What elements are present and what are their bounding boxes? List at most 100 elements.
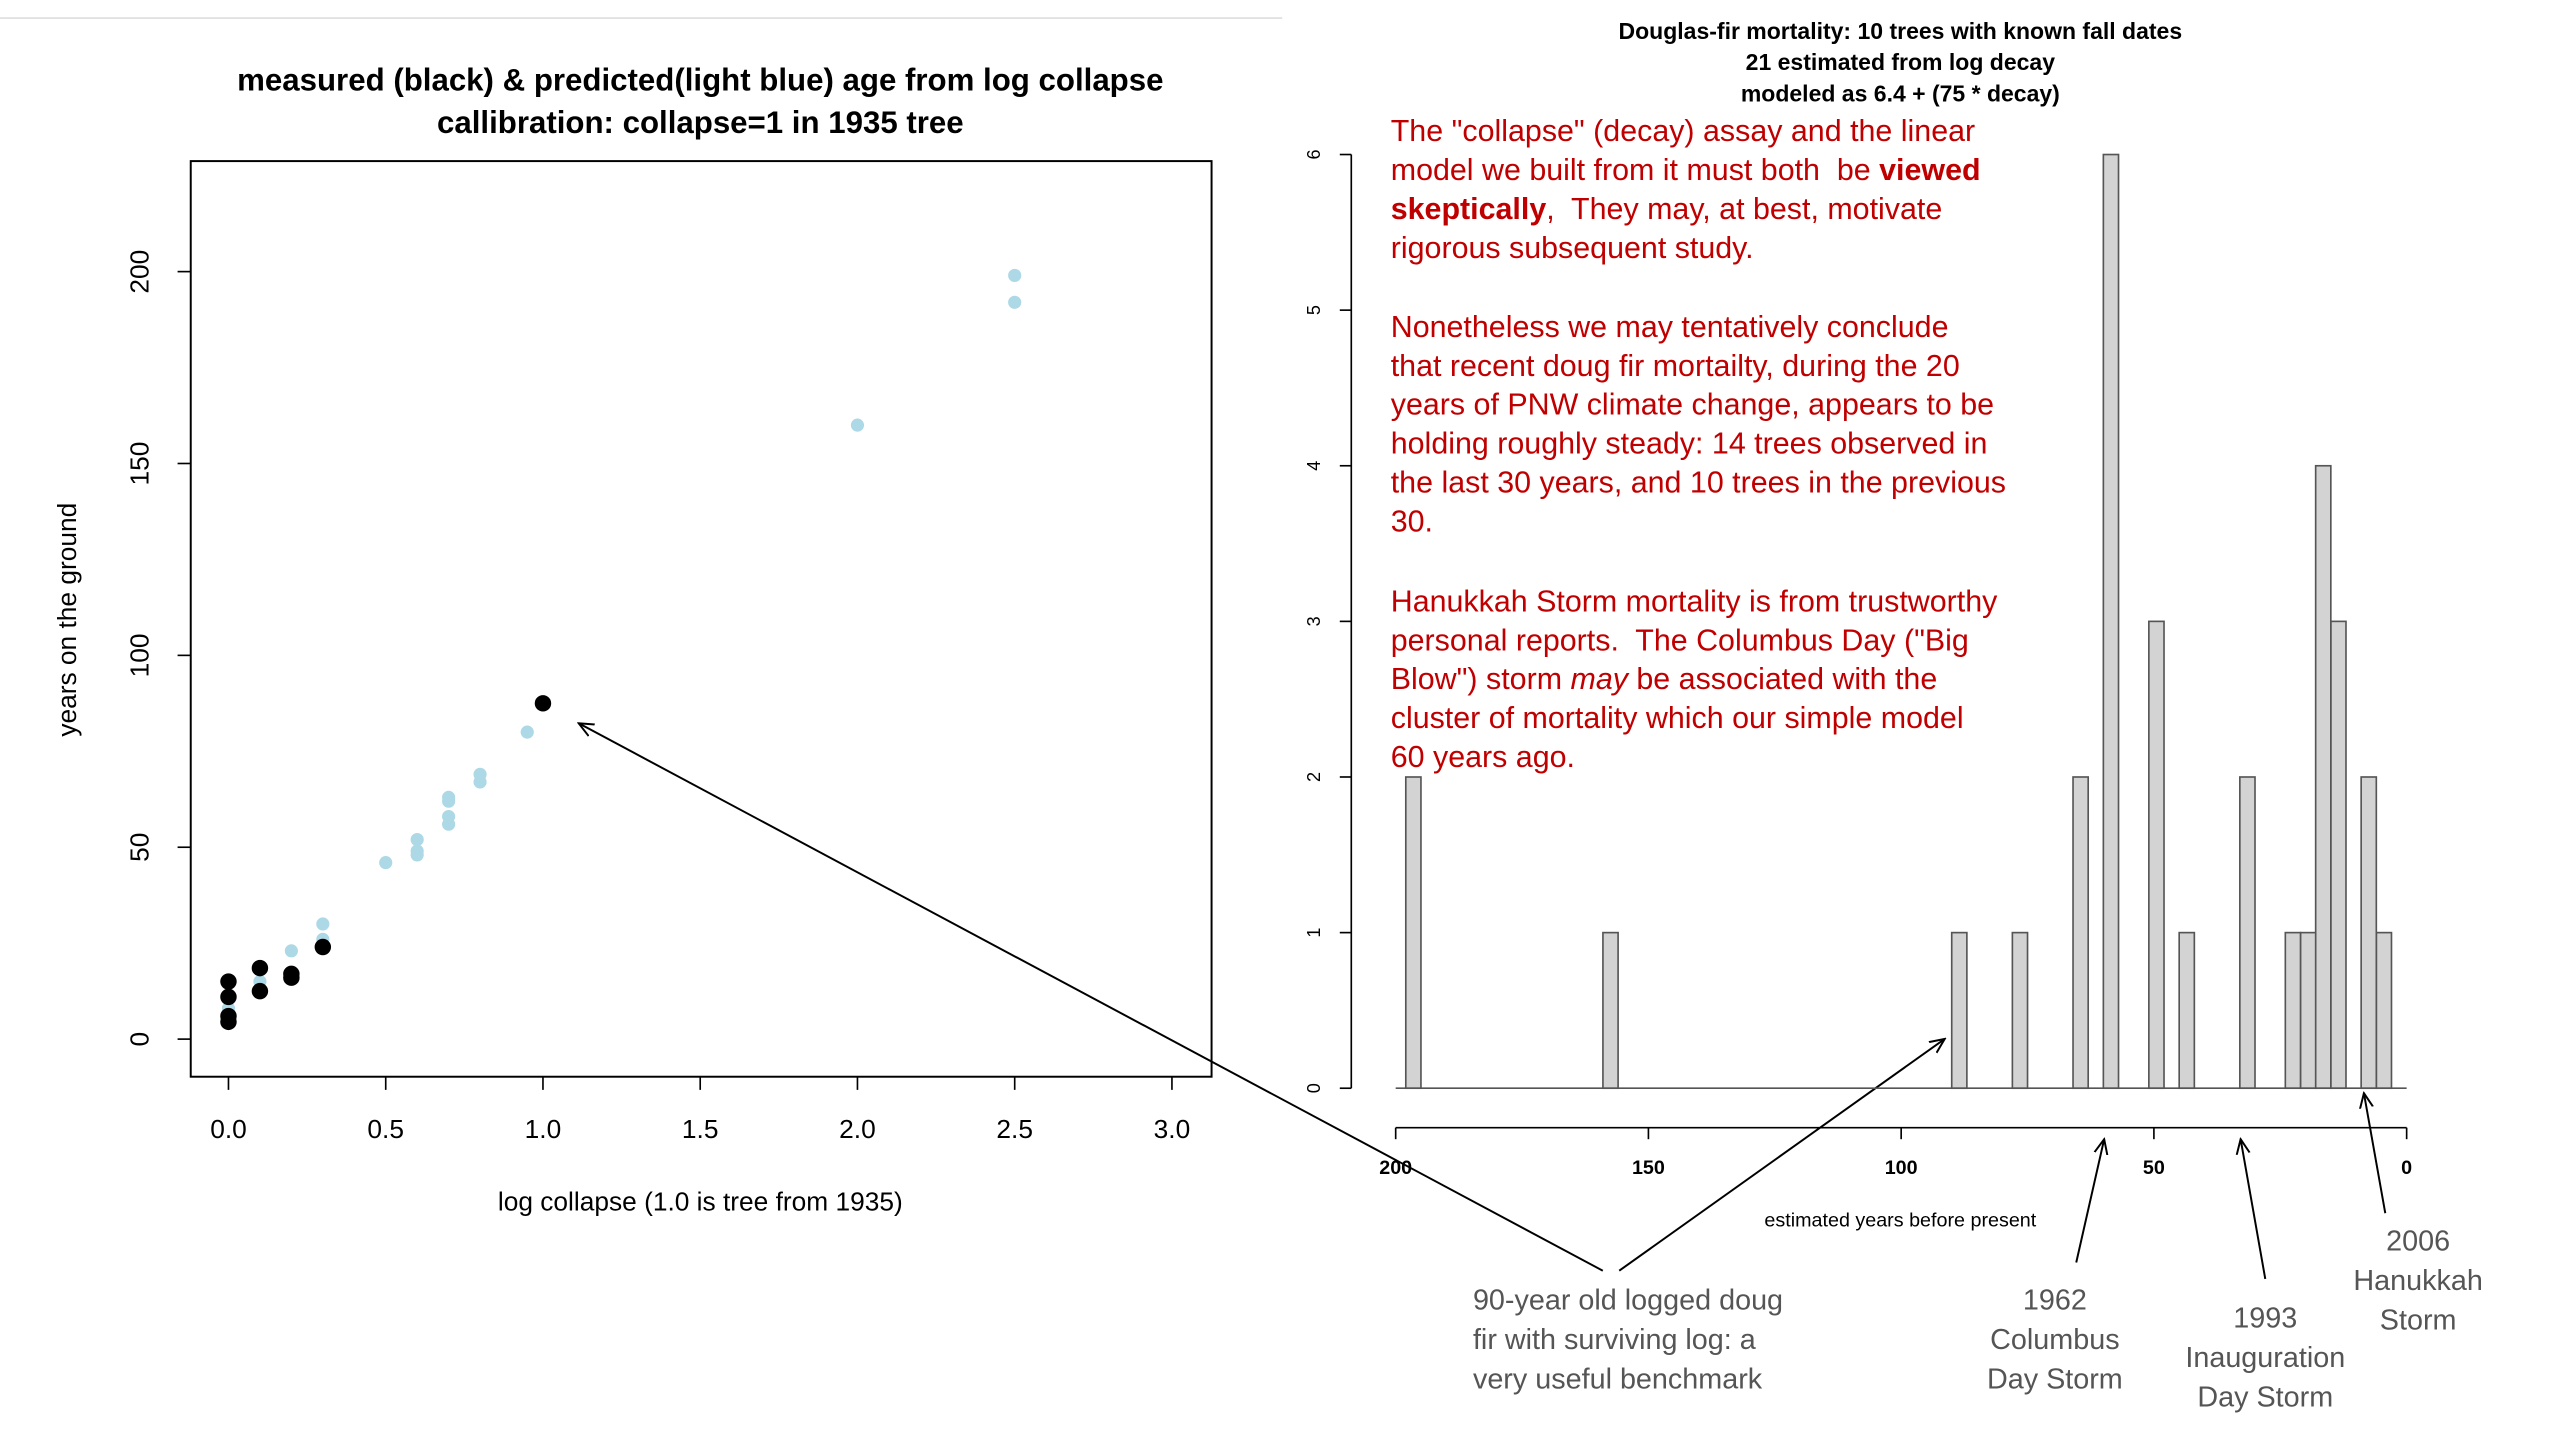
y-tick-label: 6	[1304, 149, 1324, 159]
chart-title: modeled as 6.4 + (75 * decay)	[1741, 80, 2060, 106]
annotation-segment: , They may, at best, motivate	[1546, 192, 1942, 226]
x-tick-label: 0	[2401, 1157, 2412, 1179]
data-point	[220, 988, 237, 1006]
annotation-line: very useful benchmark	[1473, 1363, 1763, 1395]
arrow	[1618, 1039, 1944, 1272]
histogram-bar	[2360, 776, 2378, 1090]
x-tick-label: 2.5	[996, 1114, 1033, 1144]
histogram-bar	[1602, 931, 1619, 1090]
annotation-line: Inauguration	[2185, 1342, 2345, 1374]
arrow	[2364, 1093, 2387, 1214]
data-point	[220, 1007, 237, 1025]
chart-title: measured (black) & predicted(light blue)…	[237, 62, 1163, 97]
annotation-line: years of PNW climate change, appears to …	[1391, 388, 1994, 422]
data-point	[410, 844, 424, 858]
y-tick-label: 2	[1304, 772, 1324, 782]
data-point	[220, 973, 237, 990]
annotation-segment: may	[1570, 662, 1629, 696]
data-point	[314, 938, 332, 956]
histogram-bar	[2284, 931, 2302, 1090]
annotation-line: Columbus	[1990, 1324, 2119, 1356]
chart-title: callibration: collapse=1 in 1935 tree	[437, 105, 964, 140]
data-point	[442, 809, 456, 824]
y-axis-label: years on the ground	[52, 503, 82, 737]
data-point	[251, 982, 269, 1000]
histogram-bar	[2011, 931, 2029, 1090]
x-tick-label: 150	[1632, 1157, 1665, 1179]
histogram-bar	[2299, 931, 2317, 1090]
histogram-bar	[2239, 776, 2256, 1090]
annotation-line: model we built from it must both be view…	[1391, 153, 1981, 187]
arrow	[579, 723, 1604, 1272]
annotation-line: The "collapse" (decay) assay and the lin…	[1391, 114, 1975, 148]
x-tick-label: 1.0	[525, 1114, 562, 1144]
data-point	[850, 418, 865, 432]
annotation-line: 2006	[2386, 1225, 2450, 1257]
x-tick-label: 2.0	[839, 1114, 876, 1144]
annotation-line: holding roughly steady: 14 trees observe…	[1391, 427, 1988, 461]
x-tick-label: 3.0	[1154, 1114, 1191, 1144]
histogram-bar	[2072, 776, 2090, 1090]
annotation-line: Blow") storm may be associated with the	[1391, 662, 1938, 696]
y-tick-label: 200	[124, 250, 154, 294]
annotation-line: 30.	[1391, 505, 1433, 539]
y-tick-label: 3	[1304, 616, 1324, 626]
annotation-line: cluster of mortality which our simple mo…	[1391, 701, 1964, 735]
annotation-line: 1962	[2023, 1285, 2087, 1317]
data-point	[520, 725, 534, 739]
x-tick-label: 1.5	[682, 1114, 719, 1144]
y-tick-label: 4	[1304, 461, 1324, 471]
y-tick-label: 1	[1304, 928, 1324, 938]
annotation-line: 1993	[2233, 1303, 2297, 1335]
arrows	[579, 723, 2387, 1280]
x-tick-label: 200	[1379, 1157, 1412, 1179]
x-tick-label: 50	[2143, 1157, 2165, 1179]
data-point	[251, 959, 269, 977]
histogram-bar	[2102, 153, 2120, 1090]
annotation-line: personal reports. The Columbus Day ("Big	[1391, 623, 1969, 657]
histogram-bar	[2375, 931, 2393, 1090]
annotation-line: rigorous subsequent study.	[1391, 231, 1754, 265]
annotation-segment: be associated with the	[1628, 662, 1937, 696]
annotation-line: fir with surviving log: a	[1473, 1324, 1756, 1356]
annotation-line: that recent doug fir mortailty, during t…	[1391, 349, 1960, 383]
data-point	[442, 790, 456, 804]
annotation-segment: model we built from it must both be	[1391, 153, 1879, 187]
plot-frame	[189, 160, 1213, 1078]
histogram-bar	[1950, 931, 1968, 1090]
data-point	[534, 695, 552, 712]
data-point	[379, 856, 393, 870]
x-tick-label: 0.0	[210, 1114, 247, 1144]
data-point	[284, 944, 298, 958]
data-point	[316, 917, 330, 931]
data-point	[473, 767, 487, 781]
x-axis-label: estimated years before present	[1764, 1210, 2036, 1232]
arrow	[2241, 1139, 2267, 1280]
histogram-bar	[2330, 620, 2347, 1090]
y-tick-label: 5	[1304, 305, 1324, 315]
x-tick-label: 100	[1885, 1157, 1918, 1179]
histogram-bar	[1404, 776, 1422, 1090]
annotation-line: skeptically, They may, at best, motivate	[1391, 192, 1943, 226]
annotation-line: 90-year old logged doug	[1473, 1285, 1783, 1317]
data-point	[283, 965, 300, 983]
chart-title: Douglas-fir mortality: 10 trees with kno…	[1619, 18, 2183, 44]
annotation-line: Day Storm	[2197, 1382, 2333, 1414]
histogram-bar	[2148, 620, 2165, 1090]
data-point	[1008, 268, 1022, 283]
y-tick-label: 0	[124, 1032, 154, 1047]
annotation-line: Hanukkah	[2353, 1265, 2482, 1297]
annotation-line: Nonetheless we may tentatively conclude	[1391, 310, 1949, 344]
annotation-line: the last 30 years, and 10 trees in the p…	[1391, 466, 2006, 500]
arrow	[2075, 1139, 2104, 1263]
annotation-line: Day Storm	[1987, 1363, 2123, 1395]
x-tick-label: 0.5	[367, 1114, 404, 1144]
histogram-bar	[2314, 464, 2332, 1090]
histogram-bar	[2178, 931, 2196, 1090]
annotation-segment: skeptically	[1391, 192, 1547, 226]
annotation-line: 60 years ago.	[1391, 740, 1575, 774]
x-axis-label: log collapse (1.0 is tree from 1935)	[498, 1186, 903, 1216]
y-tick-label: 150	[124, 442, 154, 486]
